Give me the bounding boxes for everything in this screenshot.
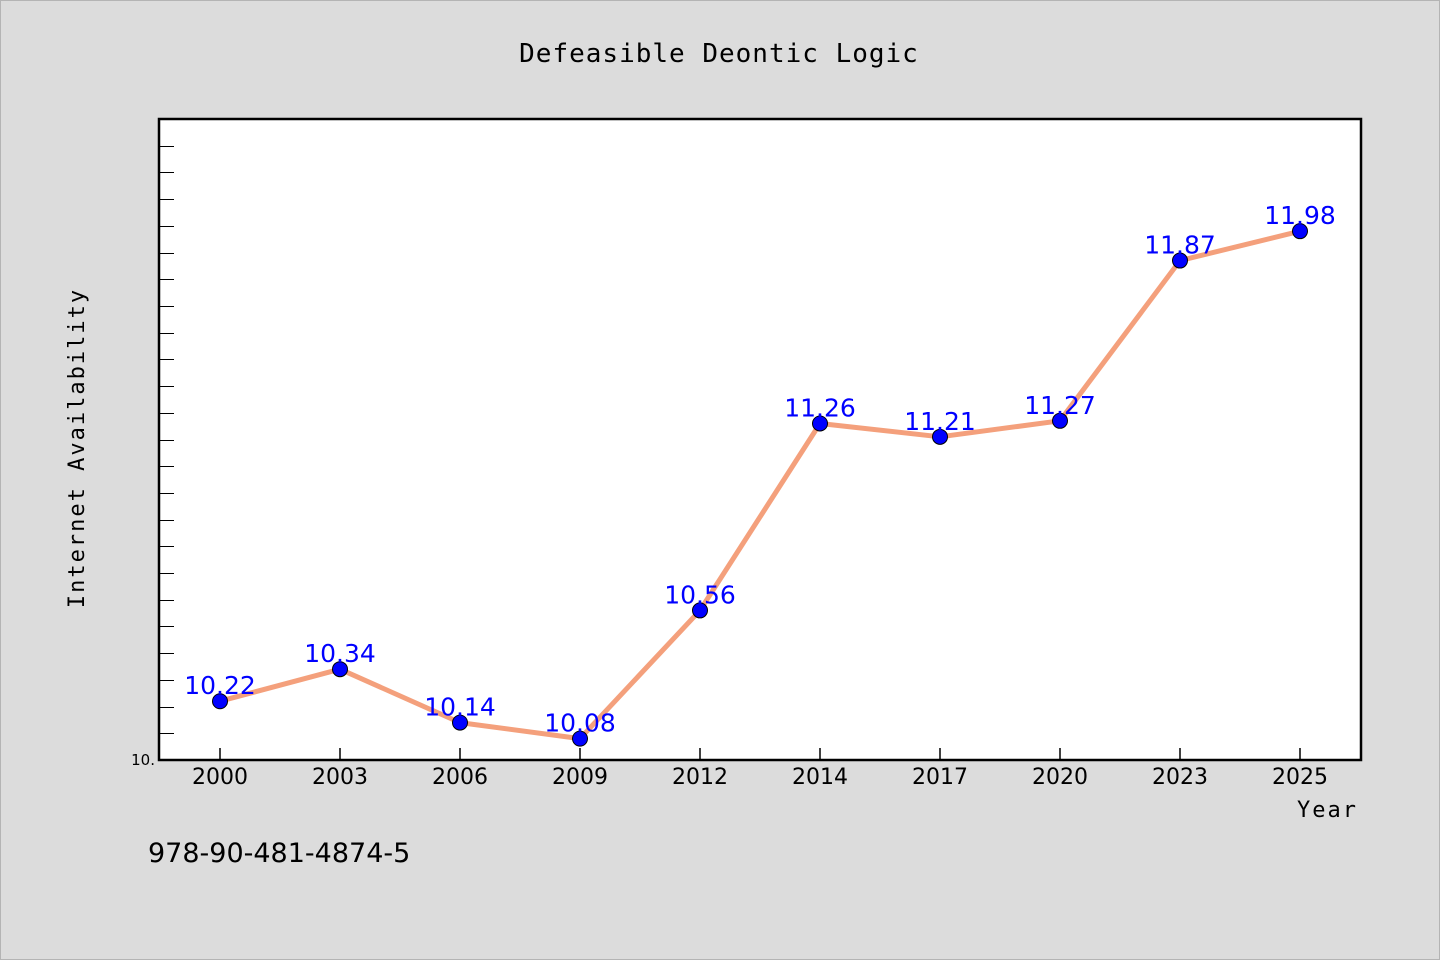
x-tick-label: 2025 <box>1272 765 1328 790</box>
data-labels: 10.22 10.34 10.14 10.08 10.56 11.26 11.21 11.27… <box>184 201 1336 737</box>
isbn-footer: 978-90-481-4874-5 <box>148 838 410 869</box>
chart-title: Defeasible Deontic Logic <box>519 39 919 69</box>
data-label: 11.98 <box>1264 201 1336 230</box>
y-axis-ticks <box>159 146 174 734</box>
x-tick-label: 2023 <box>1152 765 1208 790</box>
x-axis-ticks: 2000 2003 2006 2009 2012 2014 2017 2020 2023 2025 <box>192 748 1328 790</box>
x-tick-label: 2020 <box>1032 765 1088 790</box>
data-point <box>812 415 828 432</box>
data-label: 10.08 <box>544 709 616 738</box>
x-tick-label: 2006 <box>432 765 488 790</box>
data-point <box>932 428 948 445</box>
data-point <box>1292 223 1308 240</box>
x-tick-label: 2003 <box>312 765 368 790</box>
data-point <box>692 602 708 619</box>
y-axis-label: Internet Availability <box>65 288 90 608</box>
series-line <box>219 228 1301 742</box>
x-tick-label: 2017 <box>912 765 968 790</box>
data-label: 10.34 <box>304 639 376 668</box>
series-line-group <box>219 228 1301 742</box>
x-tick-label: 2012 <box>672 765 728 790</box>
data-label: 11.26 <box>784 393 856 422</box>
plot-area <box>157 117 1363 762</box>
data-label: 10.56 <box>664 580 736 609</box>
data-label: 11.87 <box>1144 231 1216 260</box>
data-label: 11.27 <box>1024 391 1096 420</box>
data-point <box>212 693 228 710</box>
x-tick-label: 2014 <box>792 765 848 790</box>
data-point <box>1052 412 1068 429</box>
data-point <box>1172 252 1188 269</box>
data-label: 10.22 <box>184 671 256 700</box>
y-tick-label: 10. <box>131 751 155 769</box>
data-point <box>332 661 348 678</box>
data-point <box>572 730 588 747</box>
x-tick-label: 2000 <box>192 765 248 790</box>
x-tick-label: 2009 <box>552 765 608 790</box>
x-axis-label: Year <box>1297 798 1358 823</box>
data-label: 10.14 <box>424 693 496 722</box>
y-axis-tick-labels: 10. <box>131 751 155 769</box>
data-markers <box>212 223 1308 747</box>
data-label: 11.21 <box>904 407 976 436</box>
data-point <box>452 714 468 731</box>
